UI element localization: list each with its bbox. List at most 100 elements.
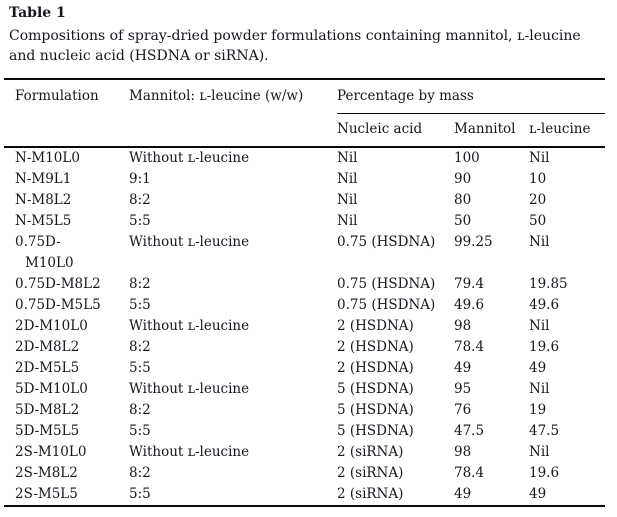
- header-row-sub: Nucleic acid Mannitol ʟ-leucine: [4, 114, 605, 148]
- cell-formulation: 2S-M5L5: [15, 486, 78, 502]
- cell-ratio: 5:5: [129, 423, 151, 439]
- cell-leucine: Nil: [529, 444, 550, 460]
- cell-nucleic-acid: 5 (HSDNA): [337, 402, 414, 418]
- formulations-table: Formulation Mannitol: ʟ-leucine (w/w) Pe…: [4, 78, 605, 507]
- cell-leucine: 49.6: [529, 297, 560, 313]
- cell-leucine: 47.5: [529, 423, 560, 439]
- cell-formulation: 5D-M5L5: [15, 423, 80, 439]
- table-row: 2S-M8L2 8:2 2 (siRNA) 78.4 19.6: [4, 463, 605, 484]
- cell-formulation: N-M8L2: [15, 192, 72, 208]
- cell-nucleic-acid: 5 (HSDNA): [337, 423, 414, 439]
- table-row: 2D-M5L5 5:5 2 (HSDNA) 49 49: [4, 358, 605, 379]
- table-row: 2D-M10L0 Without ʟ-leucine 2 (HSDNA) 98 …: [4, 316, 605, 337]
- cell-formulation: N-M9L1: [15, 171, 72, 187]
- col-header-nucleic-acid: Nucleic acid: [337, 121, 423, 137]
- cell-ratio: 5:5: [129, 486, 151, 502]
- cell-nucleic-acid: 2 (siRNA): [337, 444, 404, 460]
- cell-nucleic-acid: 5 (HSDNA): [337, 381, 414, 397]
- cell-ratio: 8:2: [129, 276, 151, 292]
- cell-mannitol: 79.4: [454, 276, 485, 292]
- col-header-formulation: Formulation: [15, 88, 99, 104]
- cell-leucine: 50: [529, 213, 547, 229]
- cell-mannitol: 78.4: [454, 339, 485, 355]
- cell-formulation: 2D-M5L5: [15, 360, 80, 376]
- cell-formulation: 5D-M10L0: [15, 381, 88, 397]
- cell-leucine: 49: [529, 360, 547, 376]
- cell-ratio: Without ʟ-leucine: [129, 150, 250, 166]
- cell-ratio: 8:2: [129, 402, 151, 418]
- table-row: 0.75D- M10L0 Without ʟ-leucine 0.75 (HSD…: [4, 232, 605, 274]
- col-header-percentage-group: Percentage by mass: [337, 79, 605, 114]
- cell-nucleic-acid: 0.75 (HSDNA): [337, 297, 436, 313]
- cell-formulation: 2D-M10L0: [15, 318, 88, 334]
- table-row: 5D-M5L5 5:5 5 (HSDNA) 47.5 47.5: [4, 421, 605, 442]
- cell-formulation: 0.75D-M5L5: [15, 297, 101, 313]
- cell-mannitol: 78.4: [454, 465, 485, 481]
- cell-leucine: 10: [529, 171, 547, 187]
- cell-ratio: 8:2: [129, 339, 151, 355]
- cell-mannitol: 47.5: [454, 423, 485, 439]
- cell-nucleic-acid: Nil: [337, 213, 358, 229]
- cell-nucleic-acid: Nil: [337, 192, 358, 208]
- cell-formulation: 0.75D-M8L2: [15, 276, 101, 292]
- cell-ratio: Without ʟ-leucine: [129, 234, 250, 250]
- table-row: N-M5L5 5:5 Nil 50 50: [4, 211, 605, 232]
- cell-ratio: Without ʟ-leucine: [129, 381, 250, 397]
- cell-formulation: 2S-M10L0: [15, 444, 87, 460]
- cell-nucleic-acid: Nil: [337, 171, 358, 187]
- table-row: 0.75D-M5L5 5:5 0.75 (HSDNA) 49.6 49.6: [4, 295, 605, 316]
- col-header-ratio: Mannitol: ʟ-leucine (w/w): [129, 88, 304, 104]
- cell-mannitol: 80: [454, 192, 472, 208]
- cell-leucine: Nil: [529, 150, 550, 166]
- table-row: N-M8L2 8:2 Nil 80 20: [4, 190, 605, 211]
- cell-nucleic-acid: 0.75 (HSDNA): [337, 234, 436, 250]
- table-row: 0.75D-M8L2 8:2 0.75 (HSDNA) 79.4 19.85: [4, 274, 605, 295]
- cell-leucine: Nil: [529, 318, 550, 334]
- cell-ratio: 5:5: [129, 213, 151, 229]
- cell-formulation: 2D-M8L2: [15, 339, 80, 355]
- cell-mannitol: 98: [454, 444, 472, 460]
- cell-nucleic-acid: 2 (siRNA): [337, 486, 404, 502]
- cell-ratio: Without ʟ-leucine: [129, 318, 250, 334]
- col-header-leucine: ʟ-leucine: [529, 121, 591, 137]
- cell-nucleic-acid: 2 (siRNA): [337, 465, 404, 481]
- cell-ratio: 8:2: [129, 465, 151, 481]
- table-row: 2S-M10L0 Without ʟ-leucine 2 (siRNA) 98 …: [4, 442, 605, 463]
- cell-mannitol: 49.6: [454, 297, 485, 313]
- cell-mannitol: 100: [454, 150, 480, 166]
- cell-leucine: 19.85: [529, 276, 568, 292]
- cell-mannitol: 98: [454, 318, 472, 334]
- cell-nucleic-acid: 0.75 (HSDNA): [337, 276, 436, 292]
- cell-mannitol: 99.25: [454, 234, 493, 250]
- cell-formulation: N-M10L0: [15, 150, 80, 166]
- cell-ratio: 9:1: [129, 171, 151, 187]
- cell-mannitol: 90: [454, 171, 472, 187]
- table-row: N-M10L0 Without ʟ-leucine Nil 100 Nil: [4, 147, 605, 169]
- table-caption: Compositions of spray-dried powder formu…: [9, 28, 581, 64]
- cell-nucleic-acid: 2 (HSDNA): [337, 360, 414, 376]
- cell-ratio: 8:2: [129, 192, 151, 208]
- cell-nucleic-acid: 2 (HSDNA): [337, 339, 414, 355]
- table-row: 5D-M8L2 8:2 5 (HSDNA) 76 19: [4, 400, 605, 421]
- table-title: Table 1: [9, 5, 66, 21]
- cell-ratio: Without ʟ-leucine: [129, 444, 250, 460]
- table-row: 2S-M5L5 5:5 2 (siRNA) 49 49: [4, 484, 605, 506]
- table-body: N-M10L0 Without ʟ-leucine Nil 100 Nil N-…: [4, 147, 605, 506]
- cell-formulation: 5D-M8L2: [15, 402, 80, 418]
- cell-leucine: Nil: [529, 381, 550, 397]
- cell-nucleic-acid: Nil: [337, 150, 358, 166]
- cell-leucine: 19.6: [529, 465, 560, 481]
- cell-mannitol: 95: [454, 381, 472, 397]
- table-row: N-M9L1 9:1 Nil 90 10: [4, 169, 605, 190]
- cell-formulation: N-M5L5: [15, 213, 72, 229]
- table-header: Formulation Mannitol: ʟ-leucine (w/w) Pe…: [4, 79, 605, 147]
- cell-mannitol: 76: [454, 402, 472, 418]
- cell-mannitol: 49: [454, 360, 472, 376]
- col-header-mannitol: Mannitol: [454, 121, 516, 137]
- cell-leucine: 49: [529, 486, 547, 502]
- cell-formulation: 0.75D- M10L0: [15, 234, 74, 271]
- cell-formulation: 2S-M8L2: [15, 465, 78, 481]
- table-row: 2D-M8L2 8:2 2 (HSDNA) 78.4 19.6: [4, 337, 605, 358]
- cell-leucine: 20: [529, 192, 547, 208]
